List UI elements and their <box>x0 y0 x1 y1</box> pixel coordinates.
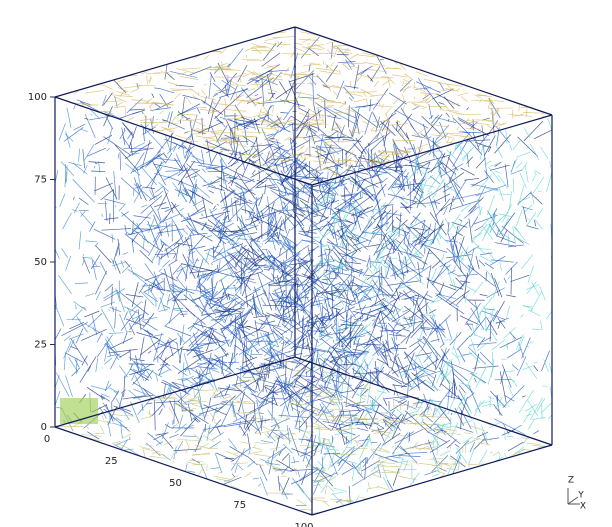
vertical-tick-label: 25 <box>34 340 47 351</box>
depth-tick-label: 25 <box>105 456 118 467</box>
vertical-tick-label: 50 <box>34 257 47 268</box>
vertical-tick-label: 0 <box>41 422 47 433</box>
mesh-view: 100 75 50 25 00 25 50 75 100 ZYX <box>0 0 612 527</box>
triad-label: X <box>580 502 586 512</box>
depth-tick-label: 100 <box>294 522 313 527</box>
triad-label: Y <box>577 491 584 501</box>
vertical-tick-label: 75 <box>34 175 47 186</box>
vertical-tick-label: 100 <box>28 92 47 103</box>
depth-tick-label: 50 <box>169 478 182 489</box>
triad-label: Z <box>568 476 574 486</box>
mesh-edge <box>325 300 326 301</box>
depth-tick-label: 0 <box>44 434 50 445</box>
depth-tick-label: 75 <box>233 500 246 511</box>
